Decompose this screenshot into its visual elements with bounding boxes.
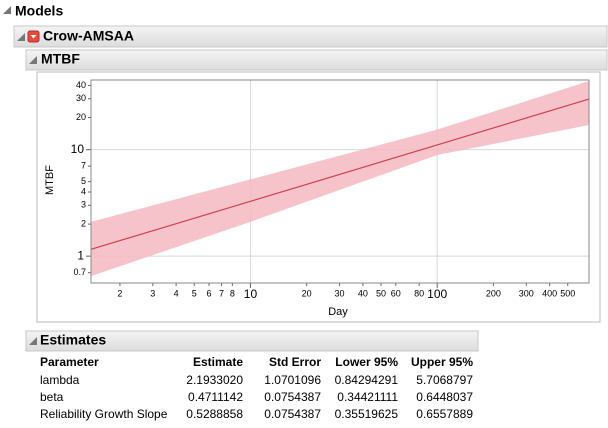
outline-title: Estimates xyxy=(40,332,106,348)
table-cell: 0.35519625 xyxy=(335,407,399,421)
table-cell: 0.0754387 xyxy=(264,407,321,421)
outline-header xyxy=(13,25,608,48)
x-tick-label: 7 xyxy=(219,288,224,298)
plot-border xyxy=(90,79,590,284)
table-cell: Reliability Growth Slope xyxy=(40,407,168,421)
x-tick-label: 80 xyxy=(414,288,424,298)
x-tick-label: 500 xyxy=(560,288,575,298)
y-tick-label: 7 xyxy=(81,160,86,170)
table-cell: 0.4711142 xyxy=(188,390,243,404)
x-tick-label: 5 xyxy=(192,288,197,298)
table-cell: lambda xyxy=(40,373,80,387)
y-tick-label: 30 xyxy=(76,93,86,103)
y-tick-label: 3 xyxy=(81,200,86,210)
column-header: Std Error xyxy=(269,355,321,369)
column-header: Lower 95% xyxy=(335,355,398,369)
x-tick-label: 300 xyxy=(519,288,534,298)
x-tick-label: 3 xyxy=(150,288,155,298)
x-tick-label: 30 xyxy=(335,288,345,298)
outline-header xyxy=(25,49,608,71)
confidence-band xyxy=(91,81,589,277)
disclosure-icon[interactable] xyxy=(3,6,11,14)
x-tick-label: 60 xyxy=(391,288,401,298)
column-header: Estimate xyxy=(193,355,243,369)
x-tick-label: 2 xyxy=(117,288,122,298)
x-tick-label: 50 xyxy=(376,288,386,298)
y-tick-label: 20 xyxy=(76,112,86,122)
table-cell: 0.0754387 xyxy=(264,390,321,404)
x-tick-label: 8 xyxy=(230,288,235,298)
x-tick-label: 10 xyxy=(244,287,258,301)
y-tick-label: 5 xyxy=(81,176,86,186)
outline-header xyxy=(25,330,479,352)
y-tick-label: 2 xyxy=(81,218,86,228)
y-tick-label: 40 xyxy=(76,80,86,90)
mtbf-line xyxy=(90,98,590,250)
y-tick-label: 0.7 xyxy=(73,267,86,277)
x-tick-label: 100 xyxy=(427,287,447,301)
table-cell: 0.6448037 xyxy=(416,390,473,404)
table-cell: 1.0701096 xyxy=(264,373,321,387)
x-tick-label: 40 xyxy=(358,288,368,298)
disclosure-icon[interactable] xyxy=(17,33,25,41)
y-tick-label: 4 xyxy=(81,186,86,196)
table-cell: 0.6557889 xyxy=(416,407,473,421)
table-cell: 0.84294291 xyxy=(335,373,399,387)
outline-title: MTBF xyxy=(41,51,80,67)
y-axis-label: MTBF xyxy=(44,165,56,195)
column-header: Upper 95% xyxy=(411,355,473,369)
disclosure-icon[interactable] xyxy=(29,56,37,64)
outline-title: Models xyxy=(15,3,63,19)
outline-title: Crow-AMSAA xyxy=(43,28,134,44)
x-tick-label: 20 xyxy=(302,288,312,298)
x-tick-label: 200 xyxy=(486,288,501,298)
column-header: Parameter xyxy=(40,355,99,369)
menu-arrow xyxy=(30,35,37,39)
x-tick-label: 4 xyxy=(174,288,179,298)
disclosure-icon[interactable] xyxy=(29,337,37,345)
x-axis-label: Day xyxy=(328,306,348,318)
y-tick-label: 1 xyxy=(77,248,84,262)
table-cell: beta xyxy=(40,390,64,404)
table-cell: 0.34421111 xyxy=(337,390,398,404)
y-tick-label: 10 xyxy=(71,142,85,156)
table-cell: 5.7068797 xyxy=(416,373,473,387)
x-tick-label: 400 xyxy=(542,288,557,298)
x-tick-label: 6 xyxy=(207,288,212,298)
table-cell: 0.5288858 xyxy=(186,407,243,421)
table-cell: 2.1933020 xyxy=(186,373,243,387)
